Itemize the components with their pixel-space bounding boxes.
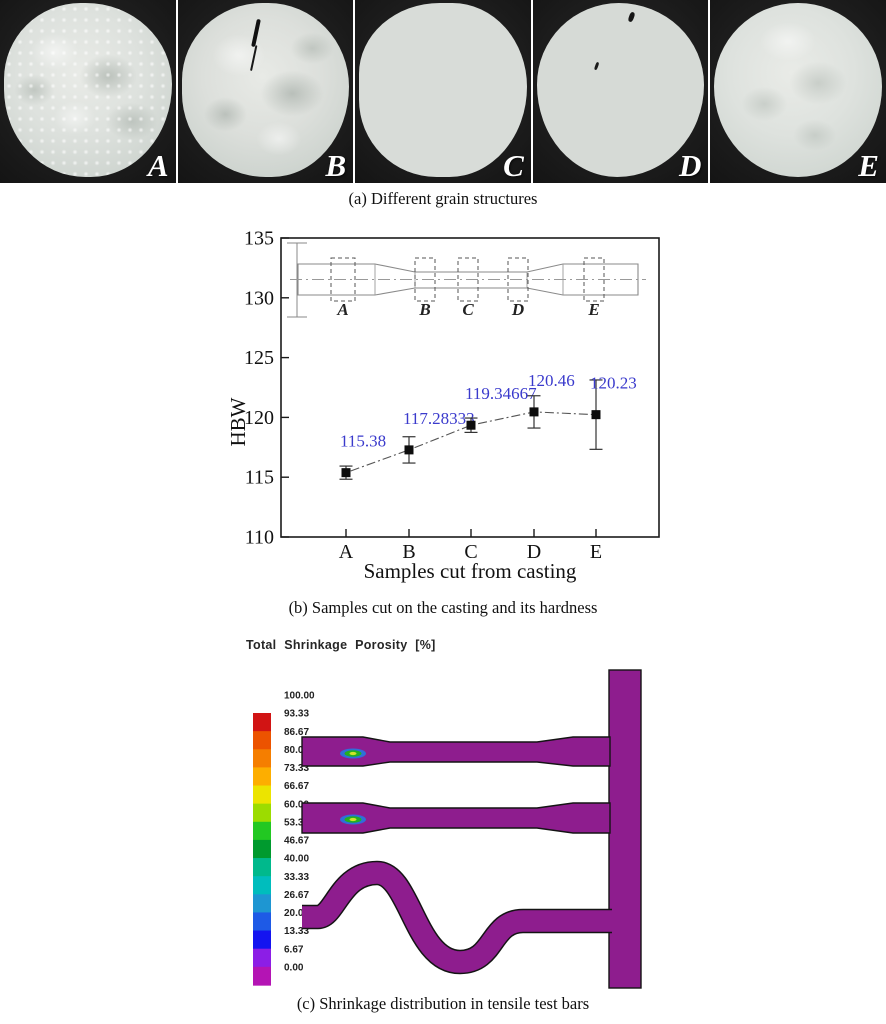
hardness-chart: 110 115 120 125 130 135 A B C D E HBW Samples cut fr…: [228, 228, 660, 583]
colorbar-label: 20.00: [284, 908, 309, 919]
x-tick-label: B: [402, 541, 415, 563]
sample-position-box: [457, 257, 479, 302]
colorbar-label: 46.67: [284, 836, 309, 847]
tensile-bar-2: [301, 802, 611, 834]
colorbar-segment: [253, 749, 271, 769]
x-axis-title: Samples cut from casting: [364, 559, 577, 583]
sample-position-label: B: [418, 300, 430, 319]
colorbar-label: 13.33: [284, 926, 309, 937]
y-tick-label: 130: [244, 287, 274, 309]
photo-label: A: [147, 148, 169, 183]
tensile-bar-1: [301, 736, 611, 767]
colorbar-label: 40.00: [284, 854, 309, 865]
simulation-title: Total Shrinkage Porosity [%]: [246, 638, 436, 652]
grain-photo-B: B: [177, 0, 354, 183]
point-value-label: 115.38: [340, 432, 386, 451]
point-value-label: 120.46: [528, 371, 575, 390]
photo-row: A B C D E: [0, 0, 886, 183]
colorbar-segment: [253, 839, 271, 859]
colorbar-segment: [253, 713, 271, 732]
colorbar-label: 6.67: [284, 944, 304, 955]
colorbar-label: 86.67: [284, 727, 309, 738]
specimen-disc: [4, 3, 172, 177]
shrinkage-simulation: 100.00 93.33 86.67 80.00 73.33 66.67 60.00 53.3…: [253, 669, 642, 989]
sample-position-label: D: [511, 300, 524, 319]
y-tick-label: 120: [244, 407, 274, 429]
specimen-disc: [536, 3, 705, 177]
colorbar-segment: [253, 803, 271, 823]
colorbar-segment: [253, 858, 271, 877]
point-value-label: 117.28333: [403, 409, 475, 428]
plot-frame: [280, 237, 660, 538]
photo-label: B: [325, 148, 347, 183]
data-point: [591, 410, 601, 420]
x-tick-label: A: [339, 541, 354, 563]
colorbar-label: 60.00: [284, 799, 309, 810]
colorbar-segment: [253, 912, 271, 932]
y-tick-label: 115: [245, 467, 274, 489]
colorbar-label: 0.00: [284, 962, 304, 973]
specimen-disc: [714, 3, 882, 177]
panel-a-caption: (a) Different grain structures: [348, 189, 538, 208]
colorbar-label: 33.33: [284, 872, 309, 883]
colorbar-segment: [253, 876, 271, 895]
colorbar-segment: [253, 894, 271, 914]
grain-photo-A: A: [0, 0, 176, 183]
colorbar-segment: [253, 948, 271, 968]
sample-position-box: [330, 257, 356, 302]
colorbar-label: 100.00: [284, 691, 315, 702]
porosity-defect-1: [340, 748, 366, 759]
y-axis-title: HBW: [228, 397, 250, 446]
colorbar-label: 26.67: [284, 890, 309, 901]
sample-position-label: E: [587, 300, 599, 319]
data-point: [341, 468, 351, 478]
y-tick-label: 135: [244, 228, 274, 250]
specimen-disc: [359, 3, 527, 177]
panel-b-caption: (b) Samples cut on the casting and its h…: [288, 598, 598, 617]
photo-label: D: [678, 148, 702, 183]
photo-label: E: [858, 148, 879, 183]
colorbar-label: 80.00: [284, 745, 309, 756]
data-point: [529, 407, 539, 417]
grain-photo-E: E: [710, 0, 886, 183]
colorbar-segment: [253, 821, 271, 841]
y-tick-label: 125: [244, 347, 274, 369]
sample-position-label: A: [336, 300, 348, 319]
colorbar-segment: [253, 731, 271, 750]
panel-c-caption: (c) Shrinkage distribution in tensile te…: [296, 994, 590, 1013]
point-value-label: 120.23: [590, 374, 637, 393]
sprue-bar: [608, 669, 642, 989]
x-tick-label: E: [590, 541, 602, 563]
casting-geometry: [301, 669, 642, 989]
colorbar-segment: [253, 767, 271, 787]
porosity-defect-2: [340, 814, 366, 825]
colorbar-label: 93.33: [284, 709, 309, 720]
photo-label: C: [503, 148, 524, 183]
specimen-disc: [181, 3, 350, 177]
sample-position-label: C: [462, 300, 474, 319]
casting-inset: A B C D E: [287, 242, 646, 319]
sample-position-box: [414, 257, 436, 302]
point-value-label: 119.34667: [465, 384, 537, 403]
curved-runner: [302, 862, 612, 973]
colorbar: 100.00 93.33 86.67 80.00 73.33 66.67 60.00 53.3…: [253, 691, 315, 986]
series-line: [345, 411, 597, 474]
colorbar-label: 53.33: [284, 817, 309, 828]
grain-photo-D: D: [532, 0, 709, 183]
data-point: [404, 445, 414, 455]
grain-photo-C: C: [355, 0, 531, 183]
x-tick-label: C: [464, 541, 477, 563]
sample-position-box: [583, 257, 605, 302]
colorbar-segment: [253, 785, 271, 805]
y-tick-label: 110: [245, 527, 274, 549]
colorbar-segment: [253, 930, 271, 950]
colorbar-label: 73.33: [284, 763, 309, 774]
colorbar-label: 66.67: [284, 781, 309, 792]
sample-position-box: [507, 257, 529, 302]
data-point: [466, 420, 476, 430]
colorbar-segment: [253, 966, 271, 986]
x-tick-label: D: [527, 541, 541, 563]
